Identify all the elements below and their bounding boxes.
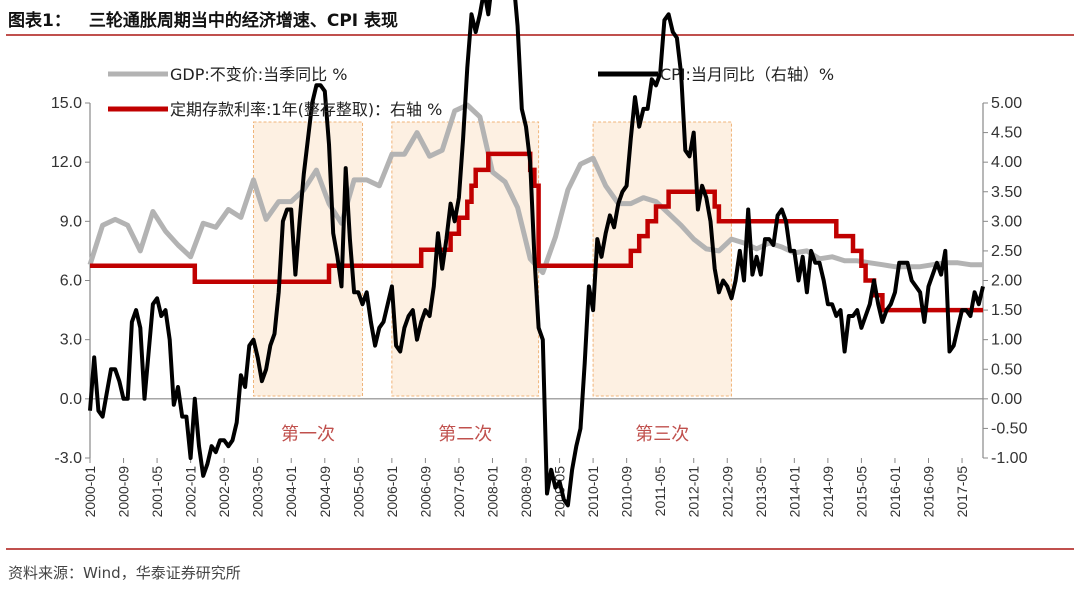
x-tick-label: 2015-05	[853, 466, 869, 518]
x-tick-label: 2014-09	[820, 466, 836, 518]
right-tick-label: -0.50	[991, 420, 1028, 437]
x-tick-label: 2006-09	[417, 466, 433, 518]
x-tick-label: 2002-01	[183, 466, 199, 518]
left-tick-label: 6.0	[60, 273, 82, 290]
right-tick-label: 4.50	[991, 125, 1022, 142]
footer-rule	[6, 548, 1074, 550]
x-tick-label: 2012-01	[686, 466, 702, 518]
x-tick-label: 2006-01	[384, 466, 400, 518]
left-tick-label: 3.0	[60, 332, 82, 349]
x-tick-label: 2010-09	[619, 466, 635, 518]
x-tick-label: 2007-05	[451, 466, 467, 518]
x-tick-label: 2011-05	[652, 466, 668, 517]
cycle-shade-2	[391, 121, 540, 397]
right-tick-label: 4.00	[991, 154, 1022, 171]
x-tick-label: 2000-09	[116, 466, 132, 518]
x-tick-label: 2012-09	[719, 466, 735, 518]
x-tick-label: 2014-01	[786, 466, 802, 518]
cycle-label-3: 第三次	[635, 424, 689, 445]
deposit-rate-series-line	[90, 151, 983, 313]
x-tick-label: 2004-01	[283, 466, 299, 518]
cycle-shade-3	[592, 121, 732, 397]
right-tick-label: -1.00	[991, 450, 1028, 467]
x-tick-label: 2008-09	[518, 466, 534, 518]
x-tick-label: 2000-01	[82, 466, 98, 518]
figure-header: 图表1： 三轮通胀周期当中的经济增速、CPI 表现	[8, 4, 398, 32]
x-tick-label: 2009-05	[552, 466, 568, 518]
x-tick-label: 2003-05	[250, 466, 266, 518]
right-tick-label: 1.00	[991, 332, 1022, 349]
legend-gdp-label: GDP:不变价:当季同比 %	[170, 65, 347, 84]
chart: 第一次 第二次 第三次 -3.0 0.0 3.0 6.0 9.0 12.0 15.0 -1.00 -0…	[51, 0, 1028, 518]
x-tick-label: 2001-05	[149, 466, 165, 518]
left-tick-label: 12.0	[51, 154, 82, 171]
source-note: 资料来源：Wind，华泰证券研究所	[8, 564, 241, 582]
x-tick-label: 2002-09	[216, 466, 232, 518]
left-tick-label: 15.0	[51, 95, 82, 112]
right-tick-label: 0.50	[991, 361, 1022, 378]
x-tick-label: 2017-05	[954, 466, 970, 518]
left-tick-label: 9.0	[60, 213, 82, 230]
cycle-label-2: 第二次	[438, 424, 492, 445]
header-rule	[6, 34, 1074, 36]
right-tick-label: 0.00	[991, 391, 1022, 408]
figure-title: 三轮通胀周期当中的经济增速、CPI 表现	[88, 10, 399, 31]
x-tick-label: 2013-05	[753, 466, 769, 518]
x-tick-label: 2016-09	[920, 466, 936, 518]
right-tick-label: 3.50	[991, 184, 1022, 201]
left-tick-label: -3.0	[54, 450, 82, 467]
right-tick-label: 2.00	[991, 273, 1022, 290]
legend-rate-label: 定期存款利率:1年(整存整取)：右轴 %	[170, 100, 442, 119]
right-tick-label: 2.50	[991, 243, 1022, 260]
x-tick-label: 2008-01	[484, 466, 500, 518]
right-tick-label: 3.00	[991, 213, 1022, 230]
x-tick-label: 2010-01	[585, 466, 601, 518]
cpi-series-line	[88, 0, 985, 508]
right-tick-label: 1.50	[991, 302, 1022, 319]
legend-cpi-label: CPI:当月同比（右轴）%	[660, 65, 834, 84]
left-tick-label: 0.0	[60, 391, 82, 408]
x-tick-label: 2005-05	[350, 466, 366, 518]
cycle-label-1: 第一次	[281, 424, 335, 445]
x-tick-label: 2004-09	[317, 466, 333, 518]
figure-label: 图表1：	[8, 10, 71, 31]
right-tick-label: 5.00	[991, 95, 1022, 112]
x-tick-label: 2016-01	[887, 466, 903, 518]
